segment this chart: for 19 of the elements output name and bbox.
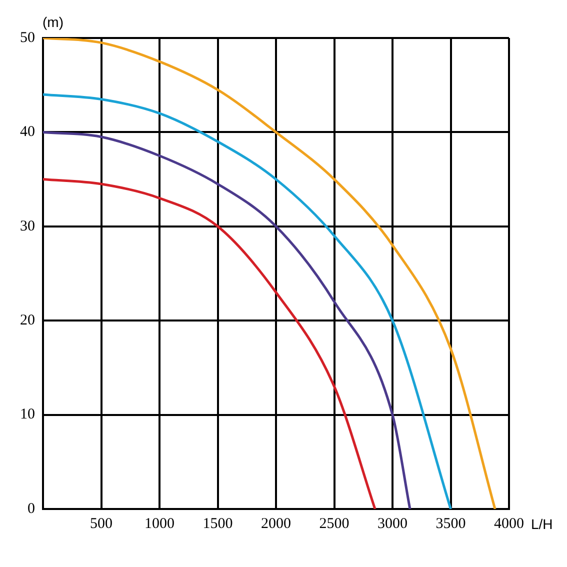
y-tick-label: 30: [20, 218, 35, 234]
y-tick-label: 0: [28, 500, 35, 517]
x-axis-title: L/H: [531, 516, 553, 532]
y-tick-label: 10: [20, 406, 35, 423]
x-tick-label: 2000: [261, 516, 291, 532]
y-tick-label: 50: [20, 30, 35, 46]
x-tick-label: 2500: [319, 516, 350, 532]
line-series: [43, 130, 412, 509]
x-tick-label: 3500: [436, 516, 466, 532]
x-tick-label: 4000: [494, 516, 524, 532]
line-series: [43, 178, 376, 509]
x-tick-label: 1000: [144, 516, 174, 532]
line-series: [43, 93, 452, 509]
y-tick-label: 40: [20, 124, 35, 140]
y-axis-title: (m): [42, 14, 64, 30]
x-tick-label: 3000: [378, 516, 408, 532]
x-tick-label: 1500: [202, 516, 233, 532]
y-tick-label: 20: [20, 312, 35, 329]
x-tick-label: 500: [90, 516, 112, 532]
